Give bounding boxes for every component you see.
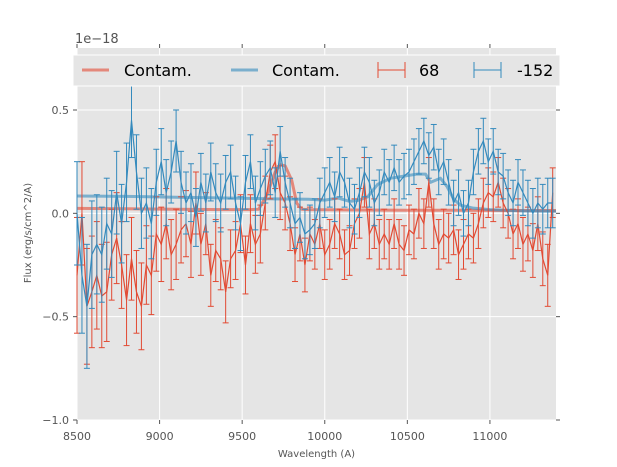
axis-ticks: 8500 9000 9500 10000 10500 11000 −1.0 −0.5 0.0 0.… <box>42 44 560 443</box>
x-tick-label: 9000 <box>146 430 174 443</box>
legend-label: -152 <box>517 61 553 80</box>
legend: Contam. Contam. 68 -152 <box>72 54 561 87</box>
x-tick-label: 10500 <box>390 430 425 443</box>
legend-entry: -152 <box>473 61 553 80</box>
x-tick-label: 11000 <box>472 430 507 443</box>
y-tick-label: 0.0 <box>52 207 70 220</box>
legend-errorbar-icon <box>377 62 406 78</box>
legend-errorbar-icon <box>473 62 502 78</box>
plot-background <box>77 48 556 420</box>
legend-entry: Contam. <box>82 61 192 80</box>
x-tick-label: 8500 <box>63 430 91 443</box>
y-tick-label: −0.5 <box>42 311 69 324</box>
y-tick-label: −1.0 <box>42 414 69 427</box>
y-tick-label: 0.5 <box>52 104 70 117</box>
x-tick-label: 9500 <box>228 430 256 443</box>
legend-entry: 68 <box>377 61 439 80</box>
x-axis-label: Wavelength (A) <box>278 449 355 460</box>
legend-entry: Contam. <box>231 61 340 80</box>
x-tick-label: 10000 <box>307 430 342 443</box>
legend-label: Contam. <box>272 61 340 80</box>
y-axis-label: Flux (erg/s/cm^2/A) <box>23 183 34 283</box>
y-offset-label: 1e−18 <box>75 32 119 47</box>
errorbar-series <box>74 82 556 369</box>
legend-label: 68 <box>419 61 439 80</box>
series-line <box>76 120 553 307</box>
legend-label: Contam. <box>124 61 192 80</box>
